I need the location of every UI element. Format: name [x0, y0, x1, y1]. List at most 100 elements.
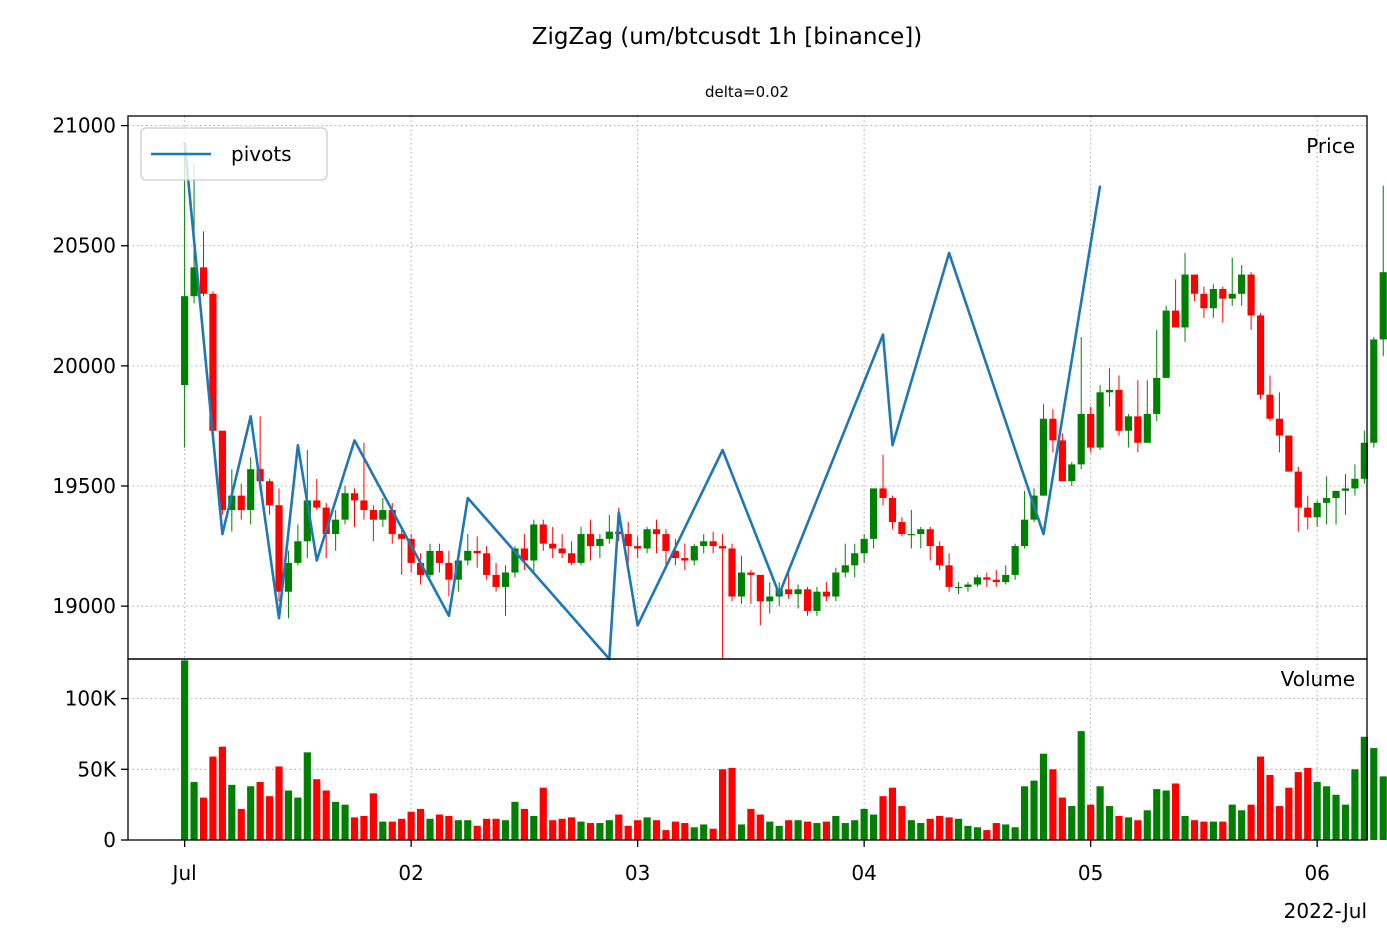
candle-body	[643, 529, 651, 549]
candle-body	[350, 493, 359, 501]
volume-bar	[1238, 810, 1246, 840]
price-tick-label: 20000	[52, 354, 116, 378]
volume-bar	[483, 818, 491, 840]
candle-body	[567, 553, 576, 563]
candle-body	[822, 591, 830, 597]
volume-bar	[1190, 820, 1199, 840]
volume-bar	[209, 756, 217, 840]
candle-body	[218, 430, 226, 511]
volume-bar	[435, 814, 444, 840]
volume-bar	[445, 815, 453, 840]
candle-body	[1370, 339, 1378, 443]
volume-bar	[775, 825, 783, 840]
volume-bar	[841, 823, 849, 840]
volume-bar	[671, 821, 679, 840]
volume-bar	[1285, 787, 1293, 840]
volume-bar	[1351, 769, 1359, 840]
volume-bar	[1011, 827, 1019, 840]
volume-bar	[1068, 806, 1076, 840]
candle-body	[709, 541, 717, 547]
volume-bar	[1181, 815, 1189, 840]
candle-body	[907, 534, 915, 536]
candle-body	[303, 500, 311, 542]
candle-body	[1134, 416, 1142, 443]
volume-bar	[1077, 731, 1085, 840]
volume-tick-label: 50K	[77, 757, 116, 781]
volume-bar	[256, 782, 264, 840]
volume-bar	[1360, 736, 1368, 840]
candle-body	[539, 524, 547, 544]
volume-bar	[1332, 794, 1340, 840]
volume-bar	[1039, 753, 1048, 840]
volume-bar	[322, 790, 330, 840]
candle-body	[1096, 392, 1104, 448]
candle-body	[841, 565, 849, 573]
volume-bar	[586, 823, 595, 840]
candle-body	[964, 584, 972, 587]
candle-body	[1247, 274, 1255, 316]
candle-body	[379, 510, 387, 520]
volume-bar	[1021, 786, 1029, 840]
chart-title: ZigZag (um/btcusdt 1h [binance])	[532, 24, 922, 50]
volume-bar	[199, 797, 208, 840]
candle-body	[416, 562, 425, 575]
volume-bar	[1115, 815, 1123, 840]
volume-bar	[294, 797, 302, 840]
candle-body	[1181, 274, 1189, 328]
volume-bar	[964, 825, 972, 840]
volume-bar	[1313, 782, 1321, 840]
volume-bar	[398, 818, 406, 840]
candle-body	[398, 534, 406, 539]
candle-body	[1341, 488, 1350, 491]
volume-bar	[1134, 820, 1142, 840]
volume-bar	[332, 801, 340, 840]
candle-body	[1313, 502, 1321, 518]
volume-bar	[917, 823, 925, 840]
volume-bar	[511, 801, 519, 840]
volume-bar	[898, 806, 906, 840]
candle-body	[652, 529, 661, 535]
volume-bar	[1370, 748, 1378, 840]
candle-body	[426, 550, 434, 575]
candle-body	[558, 548, 566, 554]
volume-bar	[237, 808, 245, 840]
candle-body	[360, 500, 368, 511]
candle-body	[785, 589, 793, 595]
x-tick-label: 05	[1078, 861, 1103, 885]
candle-body	[1162, 310, 1170, 378]
candle-body	[1002, 574, 1010, 583]
candle-body	[992, 579, 1000, 583]
x-tick-label: 04	[851, 861, 876, 885]
candle-body	[1124, 416, 1132, 431]
candle-body	[851, 553, 859, 566]
candle-body	[1021, 519, 1029, 547]
candle-body	[492, 574, 500, 587]
candle-body	[1323, 498, 1331, 503]
volume-bar	[662, 830, 670, 840]
candle-body	[284, 562, 293, 592]
candle-body	[737, 572, 746, 597]
volume-bars	[181, 660, 1387, 840]
volume-bar	[1294, 772, 1302, 840]
volume-bar	[718, 769, 727, 840]
volume-bar	[605, 820, 613, 840]
candle-body	[294, 541, 302, 563]
price-tick-label: 19500	[52, 474, 116, 498]
volume-bar	[247, 786, 255, 840]
candle-body	[483, 553, 491, 575]
volume-bar	[492, 818, 500, 840]
volume-bar	[379, 821, 387, 840]
candle-body	[341, 493, 349, 520]
volume-bar	[1219, 821, 1227, 840]
legend: pivots	[140, 127, 328, 181]
candle-body	[445, 562, 453, 580]
candle-body	[1379, 272, 1387, 340]
volume-bar	[794, 820, 802, 840]
candle-body	[501, 572, 510, 587]
candle-body	[1238, 274, 1246, 294]
candle-body	[237, 495, 245, 511]
candle-body	[1049, 418, 1057, 441]
volume-bar	[822, 821, 830, 840]
candle-body	[1200, 293, 1208, 309]
volume-bar	[756, 814, 764, 840]
